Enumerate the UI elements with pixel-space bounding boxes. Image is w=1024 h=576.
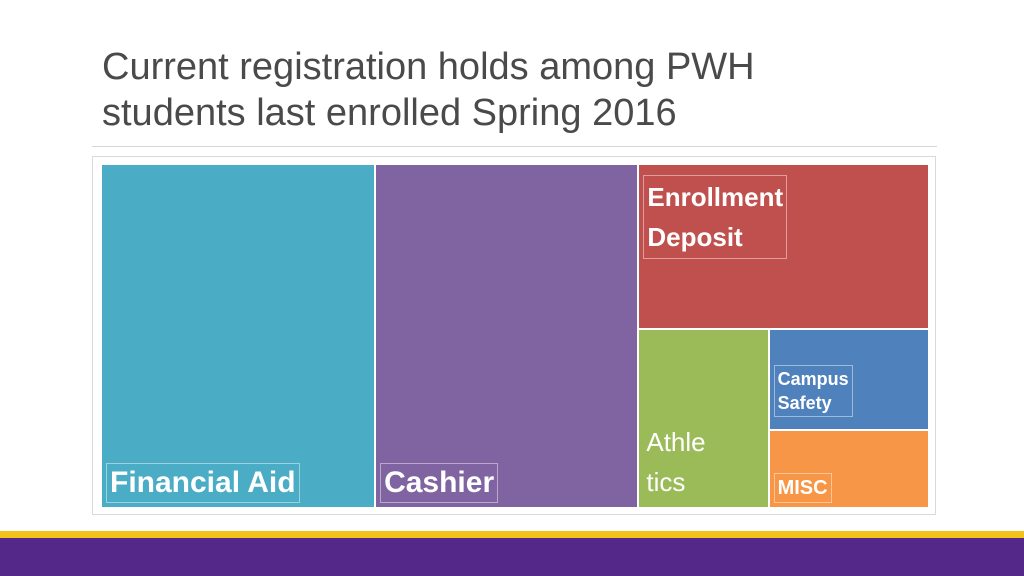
treemap-label-line: Deposit	[647, 221, 743, 252]
treemap-label-line: Enrollment	[647, 181, 784, 212]
treemap-label-campus-safety: Campus Safety	[773, 364, 853, 417]
slide-title-line-1: Current registration holds among PWH	[102, 46, 755, 88]
slide-title-line-2: students last enrolled Spring 2016	[102, 92, 677, 134]
title-divider	[92, 146, 937, 147]
footer-gold-stripe	[0, 531, 1024, 538]
treemap-tile-financial-aid: Financial Aid	[101, 164, 376, 508]
treemap-label-line: tics	[646, 466, 686, 497]
treemap-label-athletics: Athle tics	[643, 421, 708, 503]
treemap-label-line: Campus	[777, 368, 849, 389]
treemap-label-line: Financial Aid	[110, 466, 296, 499]
treemap-label-enrollment-deposit: Enrollment Deposit	[643, 174, 788, 259]
footer-purple-band	[0, 538, 1024, 576]
treemap-tile-misc: MISC	[768, 429, 929, 508]
treemap-tile-enrollment-deposit: Enrollment Deposit	[638, 164, 929, 329]
treemap-label-line: MISC	[777, 476, 828, 499]
treemap-label-line: Athle	[646, 426, 706, 457]
treemap-chart: Financial Aid Cashier Enrollment Deposit Ath…	[101, 164, 929, 508]
treemap-label-line: Safety	[777, 392, 832, 413]
treemap-label-financial-aid: Financial Aid	[106, 463, 300, 503]
slide-title: Current registration holds among PWH stu…	[102, 44, 922, 136]
treemap-label-misc: MISC	[773, 472, 832, 503]
treemap-label-line: Cashier	[384, 466, 495, 499]
treemap-tile-athletics: Athle tics	[638, 328, 769, 508]
treemap-tile-cashier: Cashier	[375, 164, 639, 508]
treemap-tile-campus-safety: Campus Safety	[768, 328, 929, 430]
treemap-label-cashier: Cashier	[380, 463, 499, 503]
